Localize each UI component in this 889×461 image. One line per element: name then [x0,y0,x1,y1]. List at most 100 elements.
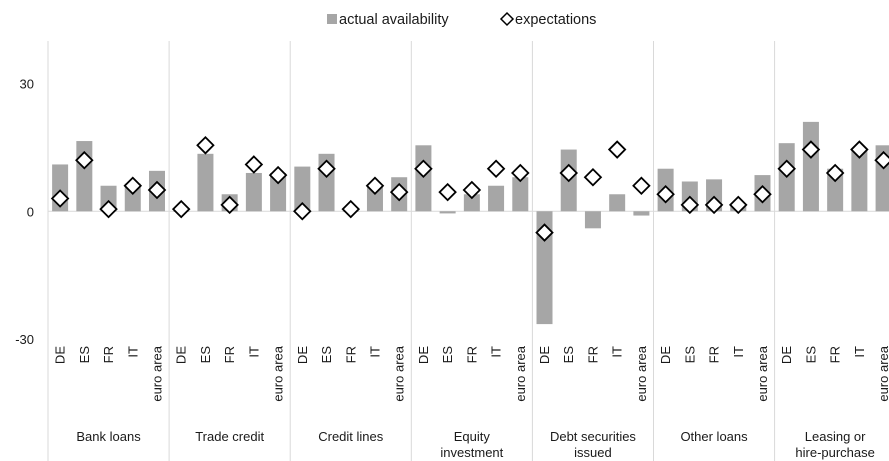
expectation-marker [123,176,143,196]
group-label: Bank loans [76,429,141,444]
bar [512,177,529,212]
bar [584,211,601,229]
category-label: DE [537,346,552,364]
bar [802,121,819,212]
category-label: FR [343,346,358,363]
expectation-marker [850,140,869,159]
expectation-marker [99,199,118,219]
group-label: Equity [454,429,491,444]
category-label: FR [585,346,600,363]
group-label: issued [574,445,612,460]
expectation-marker [171,199,191,219]
category-label: IT [489,346,504,358]
expectation-marker [607,140,627,159]
expectation-marker [535,223,554,242]
category-label: FR [464,346,479,363]
expectation-marker [825,163,845,183]
category-label: FR [101,346,116,363]
expectation-marker [438,182,457,202]
bar [463,194,480,212]
category-label: DE [53,346,68,364]
bar [270,172,287,212]
expectation-marker [704,195,724,215]
y-tick-label: 0 [27,204,34,219]
category-label: FR [828,346,843,363]
category-label: euro area [634,345,649,401]
category-label: DE [779,346,794,364]
category-label: DE [658,346,673,364]
category-label: euro area [755,345,770,401]
x-axis-labels: DE ES FR IT euro area Bank loans DE ES FR IT euro … [53,345,889,460]
expectation-marker [389,182,409,202]
category-label: IT [367,346,382,358]
expectation-marker [196,136,215,155]
category-label: FR [707,346,722,363]
legend-actual-label: actual availability [339,12,449,28]
bar [536,211,553,325]
category-label: euro area [876,345,889,401]
category-label: euro area [392,345,407,401]
category-label: ES [77,346,92,364]
bars [52,121,889,325]
legend-expectations-label: expectations [515,12,596,28]
legend: actual availability expectations [327,11,596,28]
expectation-marker [486,159,506,178]
group-label: Other loans [680,429,748,444]
expectation-marker [583,167,603,187]
category-label: ES [440,346,455,364]
expectation-marker [365,176,385,196]
category-label: DE [174,346,189,364]
expectation-marker [559,163,579,183]
expectation-marker [632,176,651,196]
y-tick-label: 30 [20,77,34,92]
group-label: Debt securities [550,429,636,444]
expectation-marker [680,195,700,215]
expectation-marker [293,202,312,221]
group-label: Leasing or [805,429,866,444]
expectation-marker [511,163,530,183]
y-tick-label: -30 [15,332,34,347]
category-label: DE [295,346,310,364]
legend-actual-swatch [327,14,337,24]
category-label: euro area [149,345,164,401]
group-label: hire-purchase [795,445,875,460]
legend-expectations-marker [499,11,515,27]
category-label: IT [610,346,625,358]
bar [488,185,505,212]
expectation-marker [341,199,361,219]
group-label: Credit lines [318,429,384,444]
bar [415,145,432,212]
category-label: euro area [513,345,528,401]
category-label: ES [561,346,576,364]
bar [851,149,868,212]
expectation-marker [801,140,821,159]
bar [609,194,626,212]
category-label: IT [731,346,746,358]
bar [439,211,456,214]
expectation-marker [777,159,796,178]
category-label: euro area [271,345,286,401]
group-label: Trade credit [195,429,264,444]
expectation-marker [728,195,748,215]
bar [245,172,262,212]
expectation-marker [462,180,482,200]
bar [197,153,214,212]
group-label: investment [440,445,503,460]
gridlines [47,41,889,461]
expectation-markers [50,136,889,242]
category-label: ES [319,346,334,364]
y-axis: 30 0 -30 [15,77,34,347]
category-label: ES [682,346,697,364]
expectation-marker [75,150,94,170]
category-label: IT [246,346,261,358]
expectation-marker [656,184,675,204]
category-label: ES [198,346,213,364]
expectation-marker [753,184,772,204]
expectation-marker [268,165,288,185]
expectation-marker [220,195,239,215]
category-label: IT [852,346,867,358]
expectation-marker [414,159,433,178]
bar [294,166,311,212]
bar [633,211,650,216]
